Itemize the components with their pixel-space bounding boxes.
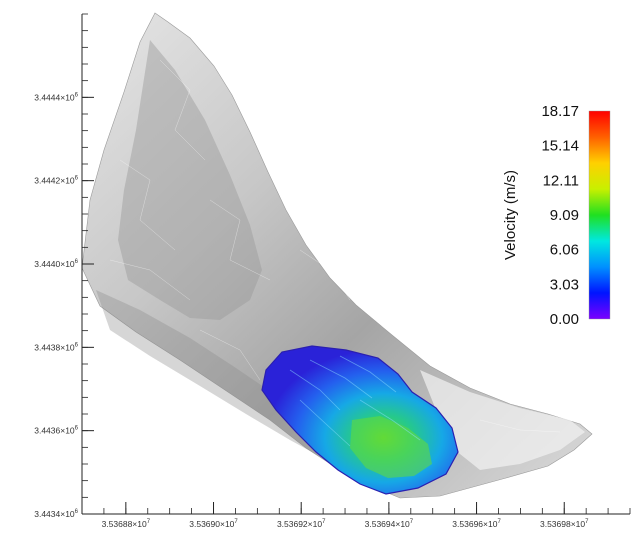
x-ticks: 3.53688×107 3.53690×107 3.53692×107 3.53694… xyxy=(102,502,589,529)
colorbar-tick-label: 9.09 xyxy=(550,207,579,224)
flow-high-velocity-core xyxy=(350,416,432,478)
y-tick-label: 3.4440×106 xyxy=(34,259,78,269)
colorbar-tick-label: 12.11 xyxy=(543,172,579,189)
x-tick-label: 3.53696×107 xyxy=(452,519,501,529)
colorbar: 18.17 15.14 12.11 9.09 6.06 3.03 0.00 Velocity… xyxy=(502,103,611,328)
x-tick-label: 3.53688×107 xyxy=(102,519,151,529)
x-tick-label: 3.53694×107 xyxy=(365,519,414,529)
flow-region xyxy=(261,345,459,495)
flow-streaks xyxy=(289,355,421,447)
colorbar-tick-label: 15.14 xyxy=(541,138,579,155)
y-tick-label: 3.4442×106 xyxy=(34,176,78,186)
y-axis: 3.4434×106 3.4436×106 3.4438×106 3.4440×106… xyxy=(34,13,94,519)
y-ticks: 3.4434×106 3.4436×106 3.4438×106 3.4440×106… xyxy=(34,92,94,519)
terrain-ridge-dark xyxy=(118,40,262,320)
terrain-facets xyxy=(109,59,561,433)
y-tick-label: 3.4438×106 xyxy=(34,342,78,352)
colorbar-gradient xyxy=(588,110,611,320)
y-tick-label: 3.4434×106 xyxy=(34,509,78,519)
colorbar-ticks: 18.17 15.14 12.11 9.09 6.06 3.03 0.00 xyxy=(541,103,579,328)
x-tick-label: 3.53692×107 xyxy=(277,519,326,529)
x-tick-label: 3.53690×107 xyxy=(189,519,238,529)
colorbar-title: Velocity (m/s) xyxy=(502,170,519,260)
colorbar-tick-label: 6.06 xyxy=(550,242,579,259)
x-tick-label: 3.53698×107 xyxy=(540,519,589,529)
terrain-lower-light xyxy=(420,370,585,470)
colorbar-tick-label: 18.17 xyxy=(541,103,579,120)
colorbar-tick-label: 0.00 xyxy=(550,311,579,328)
colorbar-tick-label: 3.03 xyxy=(550,276,579,293)
y-tick-label: 3.4444×106 xyxy=(34,92,78,102)
x-axis: 3.53688×107 3.53690×107 3.53692×107 3.53694… xyxy=(81,502,631,529)
x-minor-ticks xyxy=(81,508,631,514)
terrain-outline xyxy=(81,12,593,499)
y-tick-label: 3.4436×106 xyxy=(34,426,78,436)
